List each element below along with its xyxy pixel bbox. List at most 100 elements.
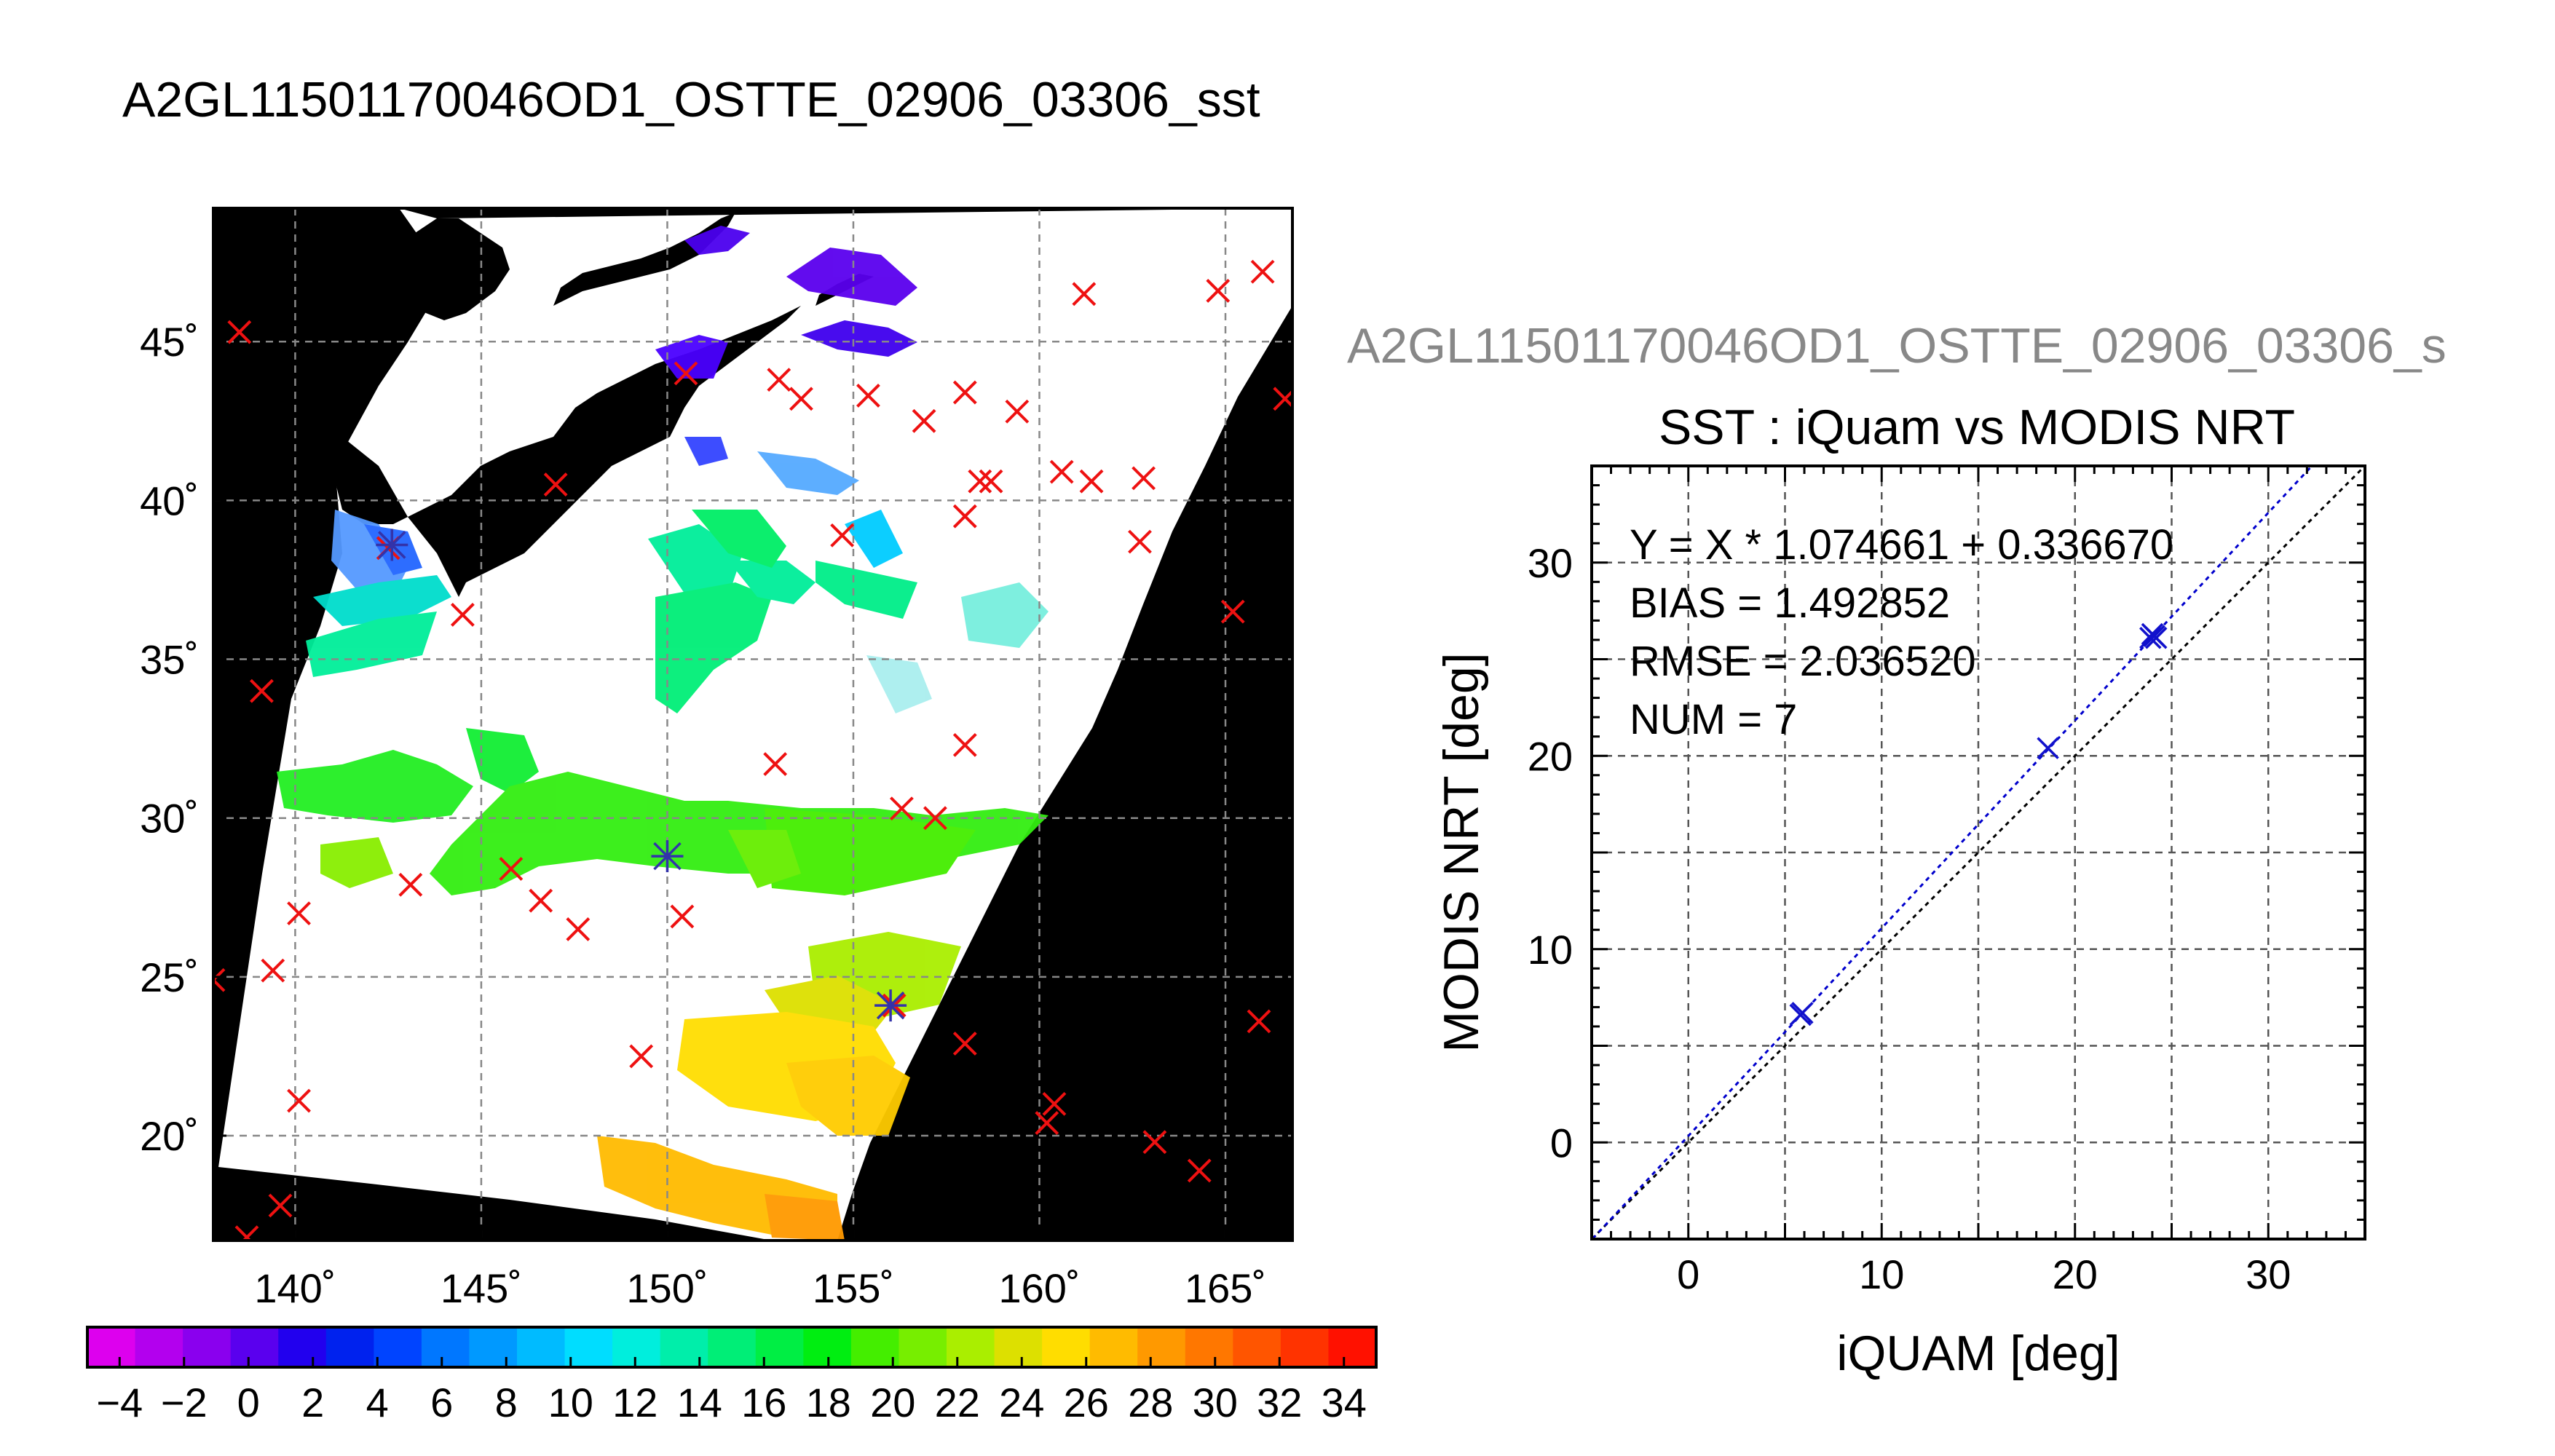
map-lat-ticks: 20˚ 25˚ 30˚ 35˚ 40˚ 45˚ — [140, 319, 226, 1159]
colorbar-cell — [708, 1327, 757, 1367]
colorbar-tick-label: −2 — [161, 1380, 208, 1425]
matched-marker — [874, 989, 907, 1022]
scatter-xlabel: iQUAM [deg] — [1836, 1326, 2120, 1381]
insitu-marker — [670, 904, 695, 929]
colorbar-tick-label: 2 — [301, 1380, 324, 1425]
scatter-stat-line: NUM = 7 — [1630, 696, 1797, 743]
colorbar-cell — [325, 1327, 375, 1367]
map-lat-label: 45˚ — [140, 319, 199, 365]
insitu-marker — [952, 380, 977, 405]
insitu-marker — [250, 678, 274, 703]
scatter-stat-line: RMSE = 2.036520 — [1630, 638, 1976, 685]
colorbar-cell — [564, 1327, 614, 1367]
colorbar-cell — [899, 1327, 947, 1367]
colorbar-tick-label: 26 — [1064, 1380, 1109, 1425]
insitu-marker — [767, 368, 791, 392]
sst-map: 140˚ 145˚ 150˚ 155˚ 160˚ 165˚ 20˚ 25˚ 30˚ 35˚ 40˚… — [140, 207, 1294, 1311]
map-lat-label: 30˚ — [140, 796, 199, 842]
colorbar-cell — [1328, 1327, 1377, 1367]
colorbar-cell — [517, 1327, 566, 1367]
colorbar-tick-label: 14 — [677, 1380, 722, 1425]
colorbar-cell — [374, 1327, 422, 1367]
insitu-marker — [952, 732, 977, 757]
scatter-stat-line: BIAS = 1.492852 — [1630, 579, 1950, 627]
colorbar-cell — [1185, 1327, 1234, 1367]
insitu-marker — [629, 1044, 654, 1069]
colorbar-tick-label: 32 — [1257, 1380, 1302, 1425]
insitu-marker — [1187, 1158, 1212, 1183]
insitu-marker — [952, 504, 977, 529]
regression-line — [1592, 465, 2313, 1240]
colorbar-tick-label: 34 — [1322, 1380, 1367, 1425]
map-lon-label: 145˚ — [441, 1265, 522, 1311]
insitu-marker — [268, 1193, 293, 1218]
insitu-marker — [1049, 459, 1074, 484]
matched-markers — [376, 529, 907, 1022]
scatter-x-tick-label: 0 — [1677, 1251, 1699, 1297]
map-lat-label: 25˚ — [140, 954, 199, 1000]
colorbar-cell — [947, 1327, 995, 1367]
insitu-marker — [1128, 529, 1152, 554]
scatter-y-tick-label: 10 — [1528, 927, 1573, 973]
colorbar-tick-label: 6 — [430, 1380, 453, 1425]
scatter-y-tick-label: 30 — [1528, 540, 1573, 586]
scatter-point — [2141, 622, 2164, 646]
colorbar-cell — [135, 1327, 184, 1367]
sst-colored-regions — [277, 226, 1049, 1241]
colorbar-cell — [469, 1327, 518, 1367]
colorbar: −4 −2 0 2 4 6 8 10 12 14 16 18 20 22 24 26 28 30 32 34 — [86, 1326, 1378, 1425]
scatter-title: SST : iQuam vs MODIS NRT — [1659, 400, 2295, 455]
colorbar-tick-label: 18 — [806, 1380, 851, 1425]
insitu-marker — [674, 361, 698, 386]
map-lon-label: 165˚ — [1185, 1265, 1266, 1311]
map-grid — [213, 208, 1292, 1241]
insitu-marker — [1035, 1111, 1059, 1135]
colorbar-cell — [1280, 1327, 1330, 1367]
colorbar-cell — [1089, 1327, 1139, 1367]
insitu-markers — [213, 259, 1292, 1241]
colorbar-cell — [1233, 1327, 1282, 1367]
scatter-stats: Y = X * 1.074661 + 0.336670 BIAS = 1.4928… — [1630, 521, 2173, 743]
insitu-marker — [968, 469, 992, 494]
insitu-marker — [234, 1225, 259, 1241]
map-lon-label: 155˚ — [813, 1265, 894, 1311]
colorbar-tick-label: 16 — [741, 1380, 786, 1425]
colorbar-cell — [278, 1327, 327, 1367]
map-lon-ticks: 140˚ 145˚ 150˚ 155˚ 160˚ 165˚ — [254, 1227, 1266, 1311]
insitu-marker — [1005, 399, 1030, 424]
scatter-chart: SST : iQuam vs MODIS NRT 0 10 20 30 0 10 20 30… — [1434, 400, 2366, 1381]
insitu-marker — [227, 320, 252, 344]
matched-marker — [651, 840, 684, 873]
scatter-point — [2139, 627, 2162, 649]
insitu-marker — [763, 752, 788, 776]
insitu-marker — [1072, 282, 1097, 306]
insitu-marker — [830, 523, 855, 547]
colorbar-cell — [1137, 1327, 1186, 1367]
colorbar-cell — [850, 1327, 900, 1367]
insitu-marker — [856, 384, 880, 408]
insitu-marker — [213, 968, 226, 992]
insitu-marker — [566, 917, 591, 941]
insitu-marker — [1132, 466, 1156, 491]
insitu-marker — [1142, 1130, 1167, 1155]
colorbar-cell — [421, 1327, 470, 1367]
map-lon-label: 160˚ — [998, 1265, 1080, 1311]
colorbar-tick-label: 30 — [1193, 1380, 1238, 1425]
colorbar-tick-label: 28 — [1128, 1380, 1173, 1425]
colorbar-cell — [612, 1327, 661, 1367]
map-lat-label: 35˚ — [140, 637, 199, 683]
colorbar-cell — [660, 1327, 709, 1367]
identity-line — [1590, 466, 2365, 1241]
colorbar-cell — [1042, 1327, 1091, 1367]
scatter-grid — [1592, 466, 2365, 1239]
insitu-marker — [529, 888, 553, 913]
land-hokkaido — [379, 218, 510, 320]
colorbar-cell — [230, 1327, 280, 1367]
insitu-marker — [979, 469, 1003, 494]
insitu-marker — [1220, 599, 1245, 624]
colorbar-cell — [87, 1327, 136, 1367]
insitu-marker — [923, 806, 947, 831]
insitu-marker — [1250, 259, 1275, 284]
scatter-ylabel: MODIS NRT [deg] — [1434, 652, 1489, 1052]
